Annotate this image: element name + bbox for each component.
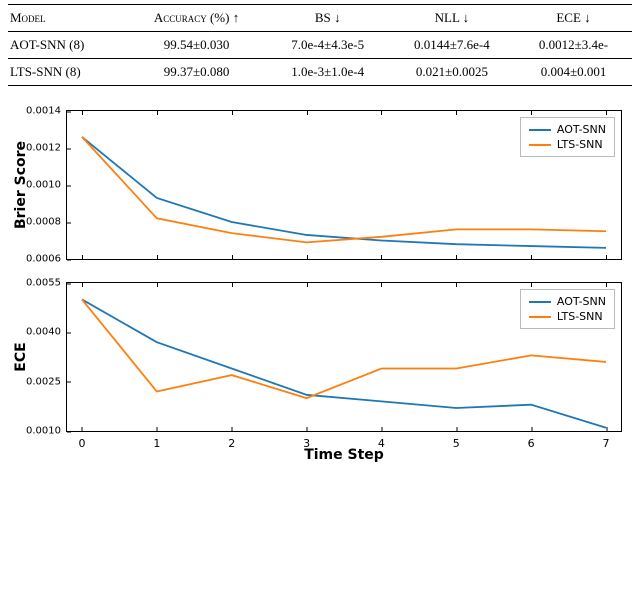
ece-ylabel: ECE: [13, 342, 29, 371]
cell-ece: 0.004±0.001: [515, 59, 632, 86]
xtick-label: 0: [78, 431, 85, 450]
ytick-label: 0.0055: [26, 278, 67, 289]
table-header-row: Model Accuracy (%) ↑ BS ↓ NLL ↓ ECE ↓: [8, 5, 632, 32]
results-table-container: Model Accuracy (%) ↑ BS ↓ NLL ↓ ECE ↓ AO…: [0, 0, 640, 90]
ytick-label: 0.0006: [26, 254, 67, 265]
xtick-label: 5: [453, 431, 460, 450]
legend-line-aot: [529, 129, 551, 131]
ytick-label: 0.0040: [26, 327, 67, 338]
xtick-label: 1: [153, 431, 160, 450]
table-row: LTS-SNN (8) 99.37±0.080 1.0e-3±1.0e-4 0.…: [8, 59, 632, 86]
legend-line-lts: [529, 316, 551, 318]
xtick-label: 6: [528, 431, 535, 450]
ytick-label: 0.0012: [26, 143, 67, 154]
xtick-label: 2: [228, 431, 235, 450]
ytick-label: 0.0008: [26, 217, 67, 228]
cell-acc: 99.37±0.080: [126, 59, 266, 86]
xtick-label: 3: [303, 431, 310, 450]
ece-chart: ECE Time Step AOT-SNN LTS-SNN 0.00100.00…: [66, 282, 622, 432]
cell-model: AOT-SNN (8): [8, 32, 126, 59]
col-accuracy: Accuracy (%) ↑: [126, 5, 266, 32]
legend-line-lts: [529, 144, 551, 146]
ytick-label: 0.0010: [26, 180, 67, 191]
col-ece: ECE ↓: [515, 5, 632, 32]
ece-legend: AOT-SNN LTS-SNN: [520, 289, 615, 329]
charts-container: Brier Score AOT-SNN LTS-SNN 0.00060.0008…: [0, 90, 640, 442]
legend-label-aot: AOT-SNN: [557, 123, 606, 136]
legend-item-lts: LTS-SNN: [529, 309, 606, 324]
legend-item-lts: LTS-SNN: [529, 137, 606, 152]
col-model: Model: [8, 5, 126, 32]
ece-xlabel: Time Step: [304, 447, 384, 463]
ytick-label: 0.0025: [26, 376, 67, 387]
col-nll: NLL ↓: [389, 5, 515, 32]
col-bs: BS ↓: [267, 5, 389, 32]
cell-ece: 0.0012±3.4e-: [515, 32, 632, 59]
legend-line-aot: [529, 301, 551, 303]
legend-label-lts: LTS-SNN: [557, 310, 603, 323]
legend-item-aot: AOT-SNN: [529, 294, 606, 309]
legend-label-lts: LTS-SNN: [557, 138, 603, 151]
xtick-label: 7: [603, 431, 610, 450]
table-row: AOT-SNN (8) 99.54±0.030 7.0e-4±4.3e-5 0.…: [8, 32, 632, 59]
ytick-label: 0.0010: [26, 426, 67, 437]
cell-nll: 0.0144±7.6e-4: [389, 32, 515, 59]
cell-model: LTS-SNN (8): [8, 59, 126, 86]
cell-bs: 1.0e-3±1.0e-4: [267, 59, 389, 86]
cell-bs: 7.0e-4±4.3e-5: [267, 32, 389, 59]
cell-acc: 99.54±0.030: [126, 32, 266, 59]
brier-legend: AOT-SNN LTS-SNN: [520, 117, 615, 157]
ytick-label: 0.0014: [26, 106, 67, 117]
cell-nll: 0.021±0.0025: [389, 59, 515, 86]
legend-item-aot: AOT-SNN: [529, 122, 606, 137]
brier-score-chart: Brier Score AOT-SNN LTS-SNN 0.00060.0008…: [66, 110, 622, 260]
results-table: Model Accuracy (%) ↑ BS ↓ NLL ↓ ECE ↓ AO…: [8, 4, 632, 86]
legend-label-aot: AOT-SNN: [557, 295, 606, 308]
xtick-label: 4: [378, 431, 385, 450]
